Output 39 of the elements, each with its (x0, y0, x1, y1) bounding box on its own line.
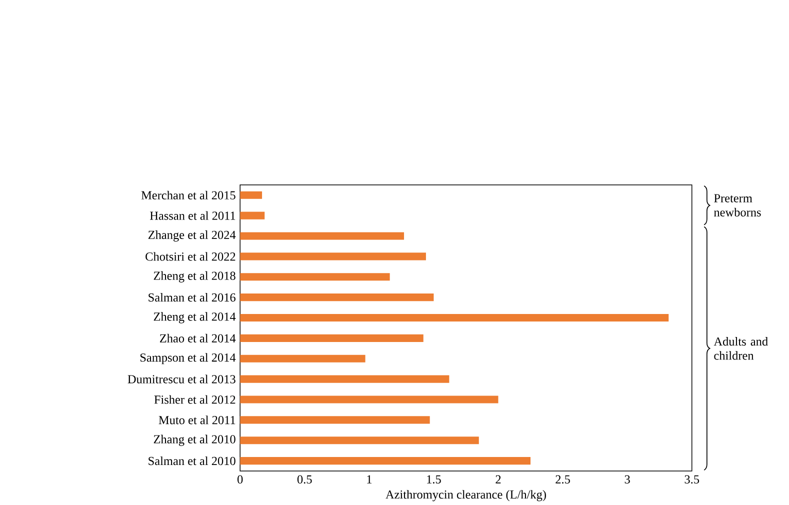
bar (240, 375, 450, 383)
x-tick-label: 2 (496, 475, 501, 484)
bar (240, 456, 531, 464)
bar (240, 314, 669, 322)
y-tick-label: Hassan et al 2011 (150, 211, 236, 220)
x-tick-label: 1 (367, 475, 372, 484)
x-tick-label: 3 (624, 475, 630, 484)
y-tick-label: Chotsiri et al 2022 (146, 252, 236, 261)
y-tick-label: Zhang et al 2010 (154, 434, 236, 446)
bar (240, 272, 390, 281)
bar (240, 232, 404, 240)
text: Adults and children (714, 336, 768, 360)
bar (240, 436, 479, 444)
y-tick-label: Sampson et al 2014 (140, 352, 236, 364)
text: Preterm newborns (714, 194, 761, 216)
bar (240, 354, 366, 362)
bar (240, 252, 426, 260)
bar (240, 212, 265, 220)
y-tick-label: Zheng et al 2014 (154, 312, 236, 324)
y-tick-label: Zheng et al 2018 (154, 271, 236, 282)
y-tick-label: Dumitrescu et al 2013 (128, 374, 236, 384)
y-tick-label: Zhange et al 2024 (148, 230, 236, 242)
y-tick-label: Zhao et al 2014 (160, 334, 236, 342)
y-tick-label: Salman et al 2016 (148, 292, 236, 302)
x-tick-label: 0.5 (297, 475, 312, 484)
bar (240, 416, 430, 424)
x-tick-label: 0 (238, 475, 243, 484)
bar (240, 334, 424, 342)
bar (240, 191, 262, 199)
x-axis-title: Azithromycin clearance (L/h/kg) (386, 490, 546, 502)
y-tick-label: Merchan et al 2015 (141, 190, 236, 200)
x-tick-label: 1.5 (427, 475, 441, 484)
y-tick-label: Fisher et al 2012 (154, 395, 236, 404)
bar (240, 396, 498, 404)
x-tick-label: 2.5 (556, 475, 570, 484)
y-tick-label: Muto et al 2011 (158, 416, 236, 424)
bar (240, 293, 434, 301)
y-tick-label: Salman et al 2010 (148, 456, 236, 465)
x-tick-label: 3.5 (684, 475, 700, 484)
